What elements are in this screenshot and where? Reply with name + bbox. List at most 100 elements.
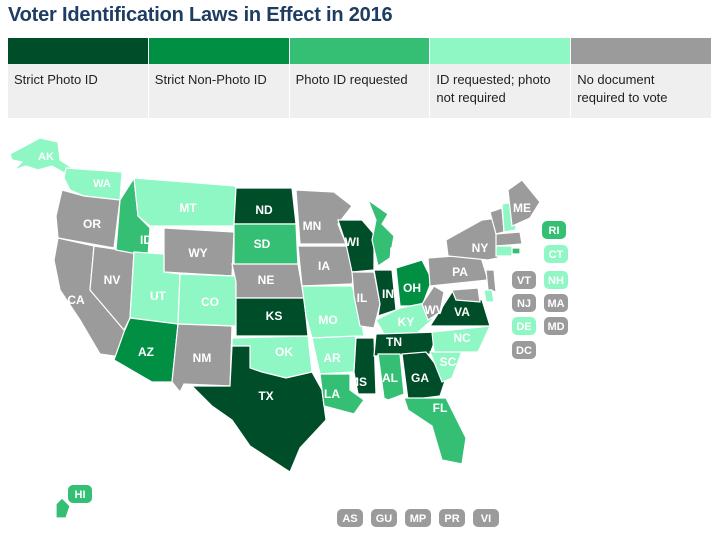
state-chip-md[interactable]: MD: [544, 317, 568, 335]
state-label-la: LA: [324, 387, 340, 401]
legend-swatch: [571, 38, 711, 64]
chip-label: NH: [548, 275, 564, 287]
state-chip-vt[interactable]: VT: [512, 271, 536, 289]
legend-item-strict-photo: Strict Photo ID: [8, 38, 149, 118]
chip-label: MP: [410, 513, 427, 525]
state-tx[interactable]: [190, 345, 327, 473]
state-label-sd: SD: [254, 237, 271, 251]
territory-chip-gu[interactable]: GU: [371, 509, 397, 527]
state-la[interactable]: [319, 373, 365, 415]
state-chip-ri[interactable]: RI: [542, 221, 566, 239]
state-chip-nh[interactable]: NH: [544, 271, 568, 289]
legend-item-no-document: No document required to vote: [571, 38, 711, 118]
state-de[interactable]: [483, 289, 495, 303]
state-chip-dc[interactable]: DC: [512, 341, 536, 359]
state-label-ks: KS: [266, 309, 283, 323]
chip-label: CT: [549, 249, 564, 261]
state-mo[interactable]: [301, 285, 365, 339]
state-nm[interactable]: [171, 323, 233, 394]
state-hi[interactable]: [55, 497, 71, 519]
state-tn[interactable]: [373, 331, 439, 357]
chip-background: [371, 509, 397, 527]
legend-item-photo-requested: Photo ID requested: [289, 38, 431, 118]
legend-item-id-requested: ID requested; photo not required: [430, 38, 572, 118]
state-mt[interactable]: [133, 177, 237, 227]
territory-chip-vi[interactable]: VI: [473, 509, 499, 527]
state-mn[interactable]: [295, 189, 353, 245]
state-nj[interactable]: [485, 269, 497, 293]
chip-label: GU: [376, 513, 393, 525]
legend-swatch: [8, 38, 148, 64]
chip-label: MA: [547, 298, 564, 310]
state-label-ar: AR: [323, 351, 341, 365]
state-label-az: AZ: [138, 345, 154, 359]
chip-label: NJ: [517, 298, 531, 310]
legend-item-strict-nonphoto: Strict Non-Photo ID: [148, 38, 290, 118]
chip-background: [473, 509, 499, 527]
state-label-ia: IA: [318, 259, 330, 273]
us-map-svg: OR CA NV ID MT WY UT CO AZ NM ND SD NE KS OK TX MN IA MO AR…: [9, 137, 568, 527]
legend-swatch: [430, 38, 571, 64]
chip-label: RI: [549, 225, 560, 237]
state-mi[interactable]: [366, 198, 395, 267]
chip-background: [337, 509, 363, 527]
state-or[interactable]: [55, 189, 121, 249]
state-label-mo: MO: [318, 313, 337, 327]
state-oh[interactable]: [395, 259, 433, 307]
state-ny[interactable]: [445, 217, 499, 261]
chip-label: MD: [547, 321, 564, 333]
state-label-nc: NC: [453, 331, 471, 345]
chip-background: [544, 245, 568, 263]
state-label-tx: TX: [258, 389, 273, 403]
state-chip-de[interactable]: DE: [512, 317, 536, 335]
state-label-wi: WI: [345, 235, 360, 249]
state-chip-ma[interactable]: MA: [544, 294, 568, 312]
chip-label: VT: [517, 275, 531, 287]
state-fl[interactable]: [403, 397, 467, 465]
legend-swatch: [289, 38, 430, 64]
state-label-nm: NM: [193, 351, 212, 365]
state-chip-hi[interactable]: HI: [68, 485, 92, 503]
territory-chip-as[interactable]: AS: [337, 509, 363, 527]
chip-label: HI: [75, 489, 86, 501]
chip-background: [544, 271, 568, 289]
chip-label: AK: [38, 151, 54, 163]
state-label-ok: OK: [275, 345, 293, 359]
state-wv[interactable]: [421, 285, 445, 321]
state-label-me: ME: [513, 201, 531, 215]
chip-background: [439, 509, 465, 527]
state-label-co: CO: [201, 295, 219, 309]
state-chip-ak[interactable]: AK: [34, 147, 58, 165]
chip-label: WA: [93, 178, 111, 190]
chip-background: [512, 317, 536, 335]
state-label-wy: WY: [188, 246, 207, 260]
chip-background: [34, 147, 58, 165]
state-label-ga: GA: [411, 371, 429, 385]
state-nc[interactable]: [431, 325, 491, 353]
state-chip-wa[interactable]: WA: [90, 174, 114, 192]
state-label-id: ID: [140, 233, 152, 247]
state-in[interactable]: [373, 269, 397, 317]
state-me[interactable]: [507, 179, 541, 227]
state-label-sc: SC: [440, 355, 457, 369]
legend-label: No document required to vote: [577, 72, 668, 105]
state-ri[interactable]: [511, 247, 521, 255]
state-al[interactable]: [377, 353, 405, 401]
chip-background: [544, 317, 568, 335]
chip-background: [512, 294, 536, 312]
state-label-nv: NV: [104, 273, 121, 287]
state-md[interactable]: [451, 287, 481, 303]
territory-chip-mp[interactable]: MP: [405, 509, 431, 527]
state-label-mi: MI: [389, 245, 402, 259]
territory-chip-pr[interactable]: PR: [439, 509, 465, 527]
state-ma[interactable]: [495, 231, 523, 247]
state-chip-nj[interactable]: NJ: [512, 294, 536, 312]
state-ct[interactable]: [495, 245, 513, 257]
state-label-fl: FL: [433, 401, 448, 415]
state-chip-ct[interactable]: CT: [544, 245, 568, 263]
state-ms[interactable]: [353, 337, 377, 395]
state-label-ca: CA: [67, 293, 85, 307]
chip-background: [512, 271, 536, 289]
chip-background: [90, 174, 114, 192]
state-label-ne: NE: [258, 273, 275, 287]
